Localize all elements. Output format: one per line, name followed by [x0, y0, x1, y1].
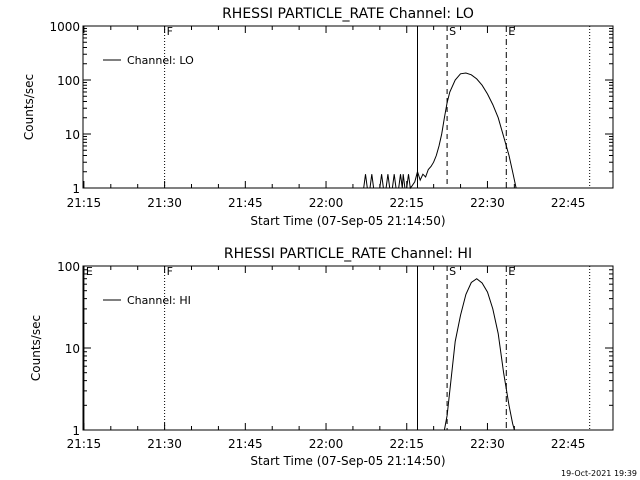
x-tick-label: 22:00	[309, 196, 344, 210]
timestamp-label: 19-Oct-2021 19:39	[561, 469, 637, 478]
y-axis-label: Counts/sec	[29, 315, 43, 381]
series-line	[443, 278, 515, 431]
legend-label: Channel: HI	[127, 294, 191, 307]
x-tick-label: 22:00	[309, 437, 344, 451]
chart-panel-2: RHESSI PARTICLE_RATE Channel: HI Counts/s…	[29, 246, 614, 468]
y-tick-label: 10	[65, 128, 80, 142]
series-line	[363, 72, 517, 190]
plot-frame	[82, 25, 614, 189]
marker-label: S	[449, 25, 456, 38]
legend-label: Channel: LO	[127, 54, 194, 67]
x-tick-label: 22:30	[470, 437, 505, 451]
marker-label: E	[508, 265, 515, 278]
marker-label: S	[449, 265, 456, 278]
y-tick-label: 1	[72, 182, 80, 196]
x-tick-label: 22:30	[470, 196, 505, 210]
x-tick-label: 22:45	[551, 196, 586, 210]
x-tick-label: 22:15	[389, 437, 424, 451]
chart-title: RHESSI PARTICLE_RATE Channel: HI	[224, 246, 472, 262]
plot-frame	[82, 265, 614, 431]
x-tick-label: 21:15	[67, 196, 102, 210]
marker-label: E	[508, 25, 515, 38]
marker-label: F	[167, 265, 173, 278]
x-axis-label: Start Time (07-Sep-05 21:14:50)	[250, 454, 445, 468]
y-axis-label: Counts/sec	[22, 74, 36, 140]
x-tick-label: 21:45	[228, 437, 263, 451]
x-tick-label: 21:15	[67, 437, 102, 451]
y-tick-label: 1000	[49, 20, 80, 34]
chart-panel-1: RHESSI PARTICLE_RATE Channel: LO Counts/s…	[22, 6, 614, 228]
y-tick-label: 100	[57, 74, 80, 88]
x-axis-label: Start Time (07-Sep-05 21:14:50)	[250, 214, 445, 228]
x-tick-label: 22:45	[551, 437, 586, 451]
y-tick-label: 100	[57, 260, 80, 274]
marker-label: E	[86, 265, 93, 278]
y-tick-label: 1	[72, 424, 80, 438]
chart-title: RHESSI PARTICLE_RATE Channel: LO	[222, 6, 474, 22]
x-tick-label: 22:15	[389, 196, 424, 210]
marker-label: F	[167, 25, 173, 38]
x-tick-label: 21:30	[147, 437, 182, 451]
x-tick-label: 21:45	[228, 196, 263, 210]
x-tick-label: 21:30	[147, 196, 182, 210]
y-tick-label: 10	[65, 342, 80, 356]
